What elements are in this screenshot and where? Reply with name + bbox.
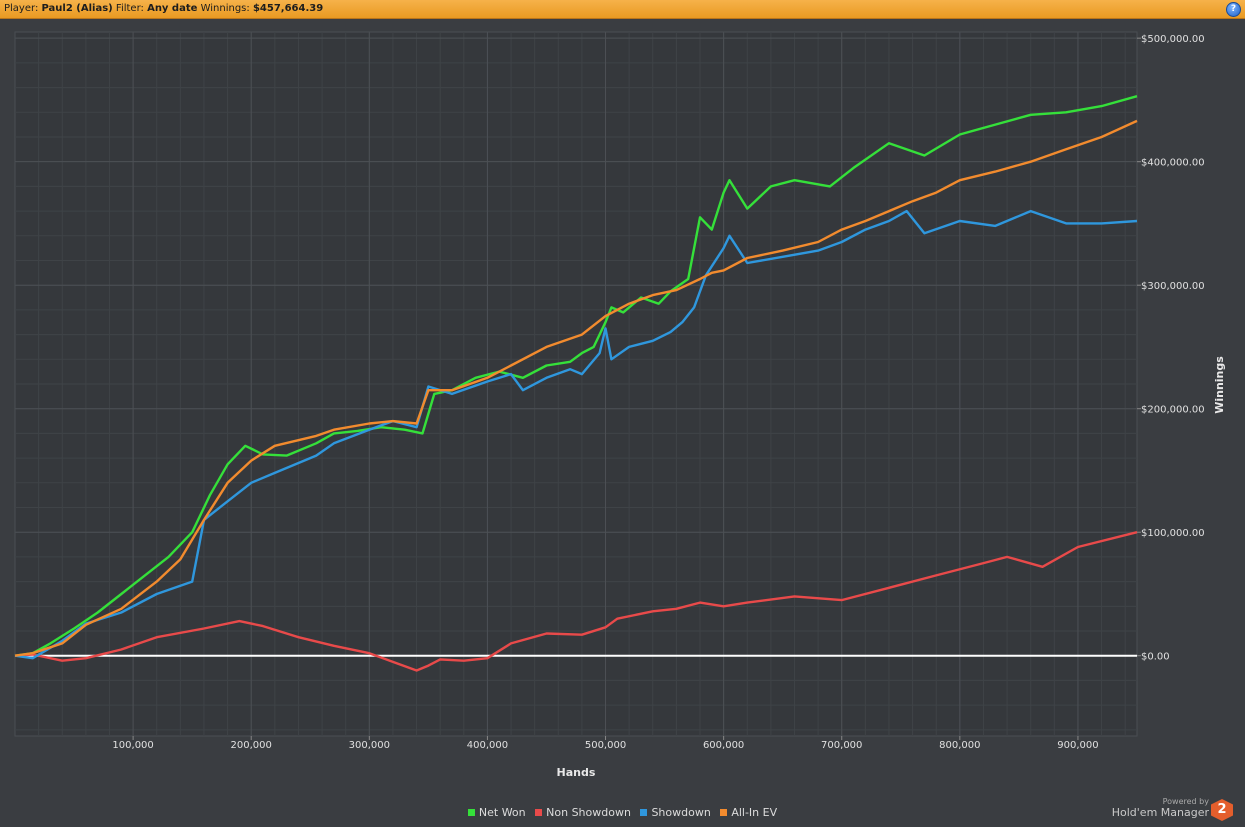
legend-item-showdown[interactable]: Showdown [640,806,711,819]
legend-label-all-in-ev: All-In EV [731,806,778,819]
x-tick-label: 300,000 [349,740,390,751]
x-tick-label: 200,000 [231,740,272,751]
info-bar: Player: Paul2 (Alias) Filter: Any date W… [0,0,1245,19]
legend-label-non-showdown: Non Showdown [546,806,631,819]
hem2-logo-icon: 2 [1211,799,1233,821]
x-tick-label: 700,000 [821,740,862,751]
y-tick-label: $300,000.00 [1141,281,1205,292]
series-line-all-in-ev [14,119,1138,657]
legend-item-net-won[interactable]: Net Won [467,806,526,819]
legend-item-all-in-ev[interactable]: All-In EV [720,806,777,819]
brand-block: Powered by Hold'em Manager [1112,797,1209,819]
series-line-non-showdown [14,531,1138,672]
powered-by-text: Powered by [1162,797,1209,806]
filter-value: Any date [147,3,198,14]
y-axis-label: Winnings [1213,356,1226,414]
player-value: Paul2 (Alias) [41,3,113,14]
legend-label-showdown: Showdown [651,806,711,819]
player-label: Player: [4,3,39,14]
brand-name: Hold'em Manager [1111,806,1209,819]
legend-item-non-showdown[interactable]: Non Showdown [535,806,631,819]
winnings-label: Winnings: [200,3,250,14]
x-tick-label: 800,000 [939,740,980,751]
chart-ticks: 100,000 200,000 300,000 400,000 500,000 600,0… [112,34,1204,751]
x-tick-label: 400,000 [467,740,508,751]
filter-label: Filter: [115,3,144,14]
y-tick-label: $100,000.00 [1141,528,1205,539]
help-icon[interactable]: ? [1226,2,1241,17]
chart-legend: Net Won Non Showdown Showdown All-In EV [0,806,1245,819]
legend-swatch-showdown [640,809,648,816]
x-tick-label: 100,000 [112,740,153,751]
legend-swatch-net-won [467,809,475,816]
legend-label-net-won: Net Won [478,806,526,819]
x-tick-label: 600,000 [703,740,744,751]
legend-swatch-all-in-ev [720,809,728,816]
x-tick-label: 500,000 [585,740,626,751]
y-tick-label: $200,000.00 [1141,405,1205,416]
y-tick-label: $400,000.00 [1141,158,1205,169]
y-tick-label: $500,000.00 [1141,34,1205,45]
chart-series [14,95,1138,672]
x-tick-label: 900,000 [1057,740,1098,751]
legend-swatch-non-showdown [535,809,543,816]
series-line-net-won [14,95,1138,657]
x-axis-label: Hands [557,766,596,779]
series-line-showdown [14,209,1138,660]
winnings-value: $457,664.39 [252,3,324,14]
chart-grid [14,31,1138,737]
y-tick-label: $0.00 [1141,652,1170,663]
